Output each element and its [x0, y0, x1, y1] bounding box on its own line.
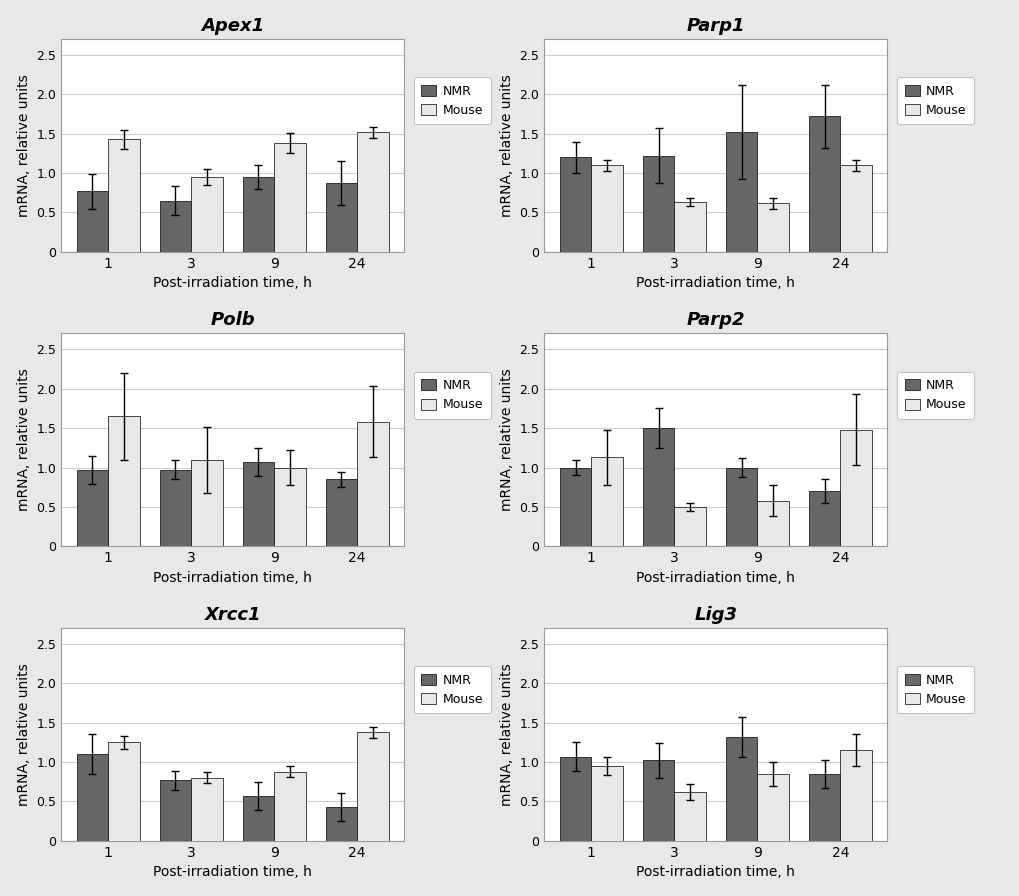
Bar	[274, 468, 306, 547]
Legend: NMR, Mouse: NMR, Mouse	[414, 372, 490, 419]
Bar	[674, 792, 705, 841]
Bar	[642, 428, 674, 547]
X-axis label: Post-irradiation time, h: Post-irradiation time, h	[636, 866, 795, 879]
Y-axis label: mRNA, relative units: mRNA, relative units	[499, 74, 514, 217]
Bar	[559, 158, 591, 252]
Bar	[808, 116, 840, 252]
X-axis label: Post-irradiation time, h: Post-irradiation time, h	[153, 276, 312, 290]
Legend: NMR, Mouse: NMR, Mouse	[414, 667, 490, 713]
Bar	[357, 132, 388, 252]
Bar	[108, 139, 140, 252]
Bar	[76, 754, 108, 841]
Bar	[808, 491, 840, 547]
Bar	[591, 457, 623, 547]
Bar	[840, 750, 871, 841]
Bar	[756, 774, 788, 841]
Bar	[243, 462, 274, 547]
Bar	[274, 771, 306, 841]
Bar	[357, 422, 388, 547]
Bar	[274, 143, 306, 252]
Bar	[559, 756, 591, 841]
Bar	[325, 184, 357, 252]
Bar	[325, 479, 357, 547]
Title: Lig3: Lig3	[694, 606, 737, 624]
Bar	[76, 470, 108, 547]
Bar	[108, 743, 140, 841]
X-axis label: Post-irradiation time, h: Post-irradiation time, h	[636, 276, 795, 290]
Title: Apex1: Apex1	[201, 17, 264, 35]
Bar	[160, 201, 191, 252]
Bar	[357, 732, 388, 841]
Y-axis label: mRNA, relative units: mRNA, relative units	[16, 663, 31, 806]
Bar	[591, 165, 623, 252]
Legend: NMR, Mouse: NMR, Mouse	[414, 77, 490, 125]
Title: Parp1: Parp1	[686, 17, 744, 35]
Bar	[642, 761, 674, 841]
X-axis label: Post-irradiation time, h: Post-irradiation time, h	[636, 571, 795, 585]
X-axis label: Post-irradiation time, h: Post-irradiation time, h	[153, 571, 312, 585]
Title: Parp2: Parp2	[686, 311, 744, 329]
Bar	[674, 202, 705, 252]
Bar	[726, 737, 756, 841]
Bar	[191, 177, 222, 252]
Bar	[191, 460, 222, 547]
Y-axis label: mRNA, relative units: mRNA, relative units	[499, 368, 514, 512]
Bar	[756, 203, 788, 252]
Y-axis label: mRNA, relative units: mRNA, relative units	[16, 368, 31, 512]
Title: Xrcc1: Xrcc1	[204, 606, 261, 624]
Legend: NMR, Mouse: NMR, Mouse	[896, 77, 973, 125]
Bar	[642, 156, 674, 252]
Bar	[160, 470, 191, 547]
Bar	[243, 796, 274, 841]
Title: Polb: Polb	[210, 311, 255, 329]
Bar	[191, 778, 222, 841]
Bar	[840, 430, 871, 547]
Bar	[76, 191, 108, 252]
Bar	[808, 774, 840, 841]
Bar	[108, 417, 140, 547]
Y-axis label: mRNA, relative units: mRNA, relative units	[16, 74, 31, 217]
Bar	[559, 468, 591, 547]
Bar	[674, 507, 705, 547]
Bar	[160, 780, 191, 841]
Bar	[243, 177, 274, 252]
Bar	[591, 766, 623, 841]
Bar	[325, 807, 357, 841]
Bar	[840, 165, 871, 252]
Bar	[756, 501, 788, 547]
Y-axis label: mRNA, relative units: mRNA, relative units	[499, 663, 514, 806]
Legend: NMR, Mouse: NMR, Mouse	[896, 372, 973, 419]
Bar	[726, 468, 756, 547]
Bar	[726, 132, 756, 252]
X-axis label: Post-irradiation time, h: Post-irradiation time, h	[153, 866, 312, 879]
Legend: NMR, Mouse: NMR, Mouse	[896, 667, 973, 713]
